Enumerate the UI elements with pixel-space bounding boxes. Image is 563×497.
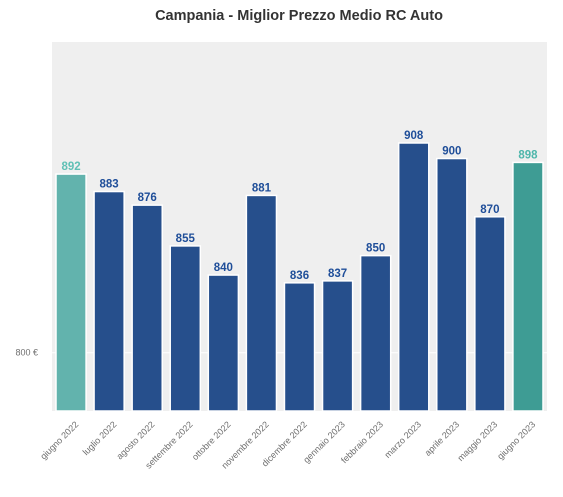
data-label: 840	[214, 262, 233, 274]
data-label: 883	[100, 179, 119, 191]
x-tick-label: agosto 2022	[115, 419, 157, 461]
bar	[436, 157, 468, 412]
bars	[55, 142, 544, 412]
chart-title: Campania - Miglior Prezzo Medio RC Auto	[155, 8, 443, 24]
x-tick-label: giugno 2022	[38, 419, 80, 461]
bar	[474, 216, 506, 412]
x-tick-label: aprile 2023	[423, 419, 462, 458]
bar	[397, 142, 430, 412]
bar	[321, 280, 354, 412]
bar	[93, 190, 125, 412]
y-tick-label: 800 €	[15, 348, 38, 358]
data-label: 881	[252, 182, 272, 194]
x-tick-label: maggio 2023	[455, 419, 499, 463]
x-tick-label: luglio 2022	[81, 419, 119, 457]
data-label: 898	[518, 149, 538, 161]
data-label: 900	[442, 146, 461, 158]
data-label: 908	[404, 130, 424, 142]
data-label: 876	[138, 192, 157, 204]
data-label: 837	[328, 268, 347, 280]
x-tick-label: marzo 2023	[382, 419, 423, 460]
bar	[359, 254, 392, 412]
bar	[512, 161, 544, 412]
x-tick-label: giugno 2023	[495, 419, 537, 461]
bar	[207, 274, 240, 412]
data-labels: 892 883 876 855 840 881 836 837 850 908 900 870 898	[61, 130, 538, 282]
data-label: 850	[366, 243, 385, 255]
data-label: 855	[176, 233, 196, 245]
data-label: 836	[290, 270, 309, 282]
bar	[55, 173, 87, 412]
bar	[131, 204, 163, 412]
bar	[245, 194, 278, 412]
data-label: 870	[480, 204, 499, 216]
y-axis-ticks: 800 €	[15, 348, 38, 358]
data-label: 892	[61, 161, 80, 173]
bar	[169, 245, 202, 412]
bar	[283, 282, 316, 412]
